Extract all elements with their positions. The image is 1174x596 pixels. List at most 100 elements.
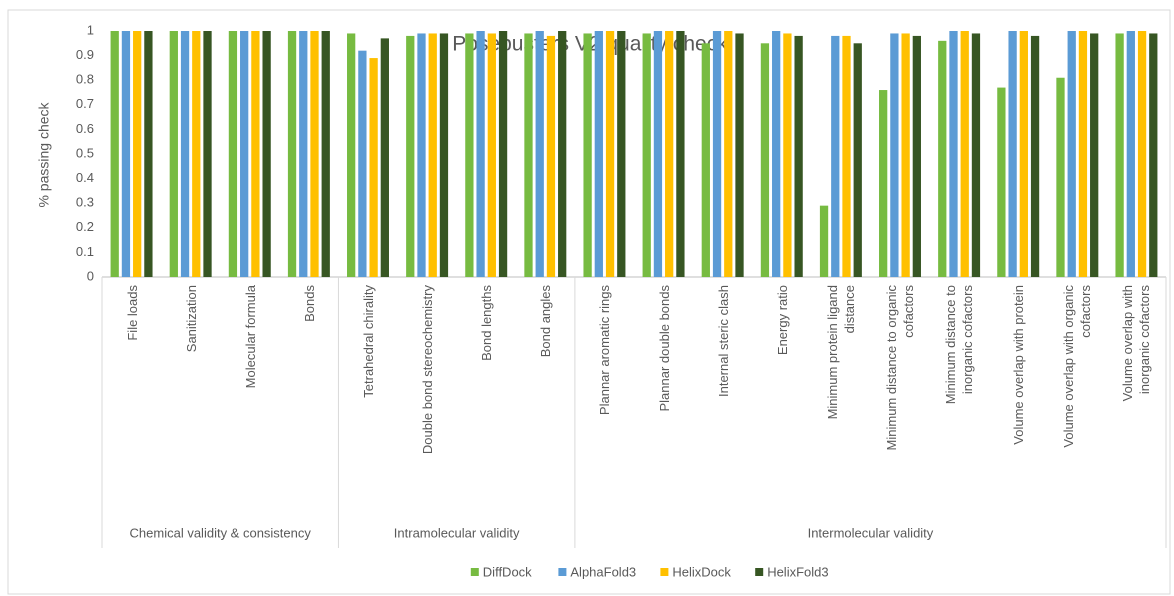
bar <box>605 31 615 277</box>
bar <box>144 31 153 277</box>
bar <box>617 31 626 277</box>
bar <box>1056 77 1065 278</box>
x-tick-label: Minimum protein ligand distance <box>824 285 857 420</box>
y-tick-label: 0.9 <box>76 47 94 62</box>
bar <box>912 35 921 277</box>
x-tick-label: Volume overlap with inorganic cofactors <box>1120 285 1153 402</box>
y-tick-label: 0.3 <box>76 195 94 210</box>
x-tick-label: Volume overlap with organic cofactors <box>1061 285 1094 448</box>
bar <box>712 31 722 277</box>
bar <box>1078 31 1088 277</box>
bar <box>133 31 142 277</box>
x-tick-label: Minimum distance to inorganic cofactors <box>943 285 976 405</box>
x-tick-label: Minimum distance to organic cofactors <box>884 285 916 451</box>
x-tick-label: Double bond stereochemistry <box>419 285 435 455</box>
y-axis-label: % passing check <box>36 101 52 207</box>
legend-label: HelixFold3 <box>767 564 828 579</box>
group-label: Chemical validity & consistency <box>130 525 312 540</box>
x-tick-label: Energy ratio <box>774 285 790 356</box>
x-tick-label: Bond lengths <box>478 285 494 361</box>
bar <box>783 33 792 278</box>
legend-marker <box>660 568 669 576</box>
x-tick-label: Bond angles <box>537 285 553 358</box>
x-tick-label: Bonds <box>301 285 317 322</box>
y-tick-label: 0.8 <box>76 72 94 87</box>
bar <box>406 35 415 277</box>
y-tick-label: 0.7 <box>76 96 94 111</box>
bar <box>369 58 378 278</box>
bar <box>465 33 474 278</box>
bar <box>938 40 947 278</box>
bar <box>180 31 190 277</box>
bar <box>203 31 212 277</box>
bar <box>358 50 367 278</box>
bar <box>535 31 544 277</box>
y-tick-label: 0 <box>87 268 94 283</box>
bar <box>558 31 567 277</box>
bar <box>1008 31 1017 277</box>
bar <box>417 33 426 278</box>
y-tick-label: 0.4 <box>76 170 94 185</box>
bar <box>1115 33 1124 278</box>
bar <box>487 33 496 278</box>
bar <box>428 33 437 278</box>
bar <box>439 33 449 278</box>
bar <box>1126 31 1135 277</box>
bar <box>997 87 1006 277</box>
bar <box>583 33 592 278</box>
y-tick-label: 0.6 <box>76 121 94 136</box>
bar <box>842 35 851 277</box>
x-tick-label: Tetrahedral chirality <box>360 285 376 398</box>
bar <box>642 33 651 278</box>
chart-border <box>7 9 1171 595</box>
bar <box>299 31 308 277</box>
bar <box>901 33 910 278</box>
bar <box>760 43 770 277</box>
bar <box>287 31 297 277</box>
bar <box>735 33 744 278</box>
bar <box>321 31 330 277</box>
bar <box>498 31 508 277</box>
bar <box>192 31 201 277</box>
bar <box>476 31 485 277</box>
x-tick-label: Plannar double bonds <box>656 285 672 412</box>
bar <box>228 31 238 277</box>
bar <box>676 31 685 277</box>
bar <box>594 31 603 277</box>
bar <box>724 31 733 277</box>
bar <box>262 31 271 277</box>
bar <box>110 31 119 277</box>
legend-label: DiffDock <box>483 564 532 579</box>
y-tick-label: 1 <box>87 22 94 37</box>
bar <box>831 35 840 277</box>
bar <box>1090 33 1099 278</box>
bar <box>1137 31 1147 277</box>
bar <box>701 43 710 277</box>
x-tick-label: Internal steric clash <box>715 285 731 397</box>
bar <box>1019 31 1028 277</box>
bar <box>380 38 389 277</box>
bar <box>1149 33 1158 278</box>
bar <box>853 43 862 277</box>
bar <box>121 31 131 277</box>
bar <box>1067 31 1076 277</box>
legend-marker <box>755 568 764 576</box>
bar <box>960 31 969 277</box>
y-tick-label: 0.1 <box>76 244 94 259</box>
bar <box>665 31 674 277</box>
bar <box>310 31 319 277</box>
bar <box>949 31 958 277</box>
bar <box>890 33 899 278</box>
x-tick-label: Volume overlap with protein <box>1010 285 1026 445</box>
bar <box>169 31 178 277</box>
x-tick-label: Plannar aromatic rings <box>596 285 612 416</box>
bar <box>971 33 981 278</box>
x-tick-label: Molecular formula <box>242 285 258 389</box>
bar <box>240 31 249 277</box>
y-tick-label: 0.2 <box>76 219 94 234</box>
bar <box>879 90 888 277</box>
bar <box>1030 35 1040 277</box>
bar <box>347 33 356 278</box>
bar <box>524 33 533 278</box>
